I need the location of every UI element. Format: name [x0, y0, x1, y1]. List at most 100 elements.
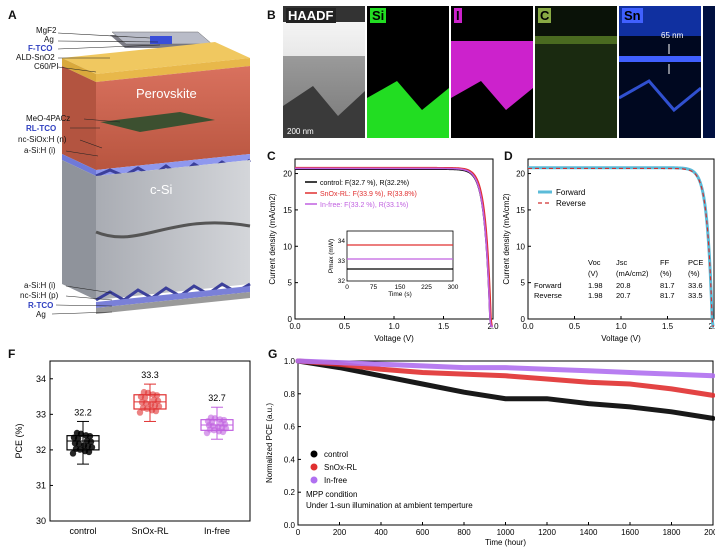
sn-map: Sn 65 nm	[619, 6, 701, 138]
g-series-1	[295, 358, 715, 398]
g-x-tick-label: 1400	[580, 528, 598, 537]
f-point-0	[75, 440, 83, 448]
g-legend-label-1: SnOx-RL	[324, 463, 357, 472]
f-point-2	[210, 426, 218, 434]
f-point-0	[85, 448, 93, 456]
c-inset-x-tick-label: 225	[421, 284, 432, 291]
layer-label-c60-pi: C60/PI	[34, 62, 59, 71]
c-si-label: c-Si	[150, 182, 173, 197]
layer-label-nc-siox: nc-SiOx:H (n)	[18, 135, 67, 144]
layer-label-a-si-i-bottom: a-Si:H (i)	[24, 281, 56, 290]
d-y-axis-label: Current density (mA/cm2)	[502, 193, 511, 284]
d-table-header: FF	[660, 258, 670, 267]
g-x-tick-label: 600	[416, 528, 430, 537]
g-x-axis-label: Time (hour)	[485, 538, 526, 547]
layer-label-rl-tco: RL-TCO	[26, 124, 57, 133]
g-y-tick-label: 0.6	[284, 423, 296, 432]
panel-f-label: F	[8, 347, 16, 361]
f-x-tick-label-0: control	[69, 526, 96, 536]
f-y-tick-label: 32	[36, 445, 46, 455]
c-x-tick-label: 1.0	[388, 322, 400, 331]
layer-label-ag-bottom: Ag	[36, 310, 46, 319]
device-schematic	[51, 31, 251, 315]
panel-a-label: A	[8, 8, 17, 22]
c-inset-frame	[346, 230, 454, 282]
i-map-label: I	[454, 8, 462, 23]
c-y-axis-label: Current density (mA/cm2)	[268, 193, 277, 284]
si-map: Si	[367, 6, 449, 138]
c-inset-x-tick-label: 0	[345, 284, 349, 291]
f-y-tick-label: 34	[36, 374, 46, 384]
c-x-tick-label: 2.0	[487, 322, 499, 331]
f-point-1	[144, 389, 152, 397]
c-legend-label-0: control: F(32.7 %), R(32.2%)	[320, 180, 409, 187]
c-y-tick-label: 0	[288, 315, 293, 324]
c-x-tick-label: 0.0	[289, 322, 301, 331]
perovskite-label: Perovskite	[136, 86, 197, 101]
g-x-tick-label: 0	[296, 528, 301, 537]
d-y-tick-label: 10	[516, 242, 525, 251]
f-point-1	[136, 409, 144, 416]
layer-label-r-tco: R-TCO	[28, 301, 54, 310]
g-x-tick-label: 2000	[704, 528, 715, 537]
d-y-tick-label: 15	[516, 206, 525, 215]
f-x-tick-label-2: In-free	[204, 526, 230, 536]
d-table-header: PCE	[688, 258, 703, 267]
c-inset-y-tick-label: 32	[338, 278, 346, 285]
jv-chart-c: 0.0 0.5 1.0 1.5 2.0 0 5 10 15 20 Voltage (V) Curren…	[268, 158, 499, 343]
f-y-axis-label: PCE (%)	[14, 423, 24, 458]
f-point-0	[74, 435, 82, 442]
f-point-0	[76, 446, 84, 453]
d-x-tick-label: 1.5	[662, 322, 674, 331]
scalebar-label: 200 nm	[287, 127, 314, 136]
layer-label-ag-top: Ag	[44, 35, 54, 44]
d-table-cell: 33.6	[688, 281, 703, 290]
f-mean-label-2: 32.7	[208, 393, 226, 403]
g-legend-label-2: In-free	[324, 476, 348, 485]
panel-g-label: G	[268, 347, 278, 361]
f-point-1	[155, 403, 163, 410]
g-y-axis-label: Normalized PCE (a.u.)	[265, 403, 274, 483]
d-series-forward	[528, 166, 715, 328]
si-map-label: Si	[370, 8, 387, 23]
c-y-tick-label: 20	[283, 170, 292, 179]
d-table-header: Voc	[588, 258, 601, 267]
panel-c-label: C	[267, 149, 276, 163]
g-y-tick-label: 0.8	[284, 390, 296, 399]
c-series-line-2	[295, 167, 493, 328]
c-y-tick-label: 10	[283, 242, 292, 251]
f-point-0	[88, 444, 96, 451]
c-inset-y-axis-label: Pmax (mW)	[328, 239, 335, 273]
g-x-tick-label: 800	[457, 528, 471, 537]
g-y-tick-label: 0.4	[284, 455, 296, 464]
panel-c: C 0.0 0.5 1.0 1.5 2.0 0 5 10 15 20 Voltage (V) Curr…	[265, 145, 500, 345]
f-point-0	[86, 432, 94, 440]
sn-map-label: Sn	[622, 8, 643, 23]
d-table-unit: (V)	[588, 269, 599, 278]
stability-chart: 0 200 400 600 800 1000 1200 1400 1600 1800 2000 0.0…	[265, 357, 715, 547]
f-point-1	[154, 397, 162, 405]
layer-label-f-tco: F-TCO	[28, 44, 53, 53]
d-table-cell: 33.5	[688, 291, 703, 300]
f-point-0	[87, 438, 95, 445]
c-inset-y-tick-label: 34	[338, 238, 346, 245]
d-table-cell: 1.98	[588, 291, 603, 300]
d-x-tick-label: 0.0	[522, 322, 534, 331]
layer-label-a-si-i-top: a-Si:H (i)	[24, 146, 56, 155]
c-y-tick-label: 15	[283, 206, 292, 215]
d-table-cell: Reverse	[534, 291, 562, 300]
panel-b: B HAADF 200 nm Si I C Sn 65 nm	[265, 0, 715, 140]
panel-f: F 30 31 32 33 34 PCE (%) 32.2 control 33.3 SnOx-R…	[0, 345, 262, 550]
panel-a: A	[0, 0, 265, 330]
panel-d-label: D	[504, 149, 513, 163]
c-x-tick-label: 0.5	[339, 322, 351, 331]
f-point-1	[152, 407, 160, 415]
d-x-tick-label: 0.5	[569, 322, 581, 331]
f-point-2	[222, 425, 230, 432]
d-x-tick-label: 1.0	[615, 322, 627, 331]
g-x-tick-label: 400	[374, 528, 388, 537]
g-x-tick-label: 1000	[497, 528, 515, 537]
layer-label-meo-4pacz: MeO-4PACz	[26, 114, 71, 123]
g-x-tick-label: 1800	[663, 528, 681, 537]
g-x-tick-label: 200	[333, 528, 347, 537]
